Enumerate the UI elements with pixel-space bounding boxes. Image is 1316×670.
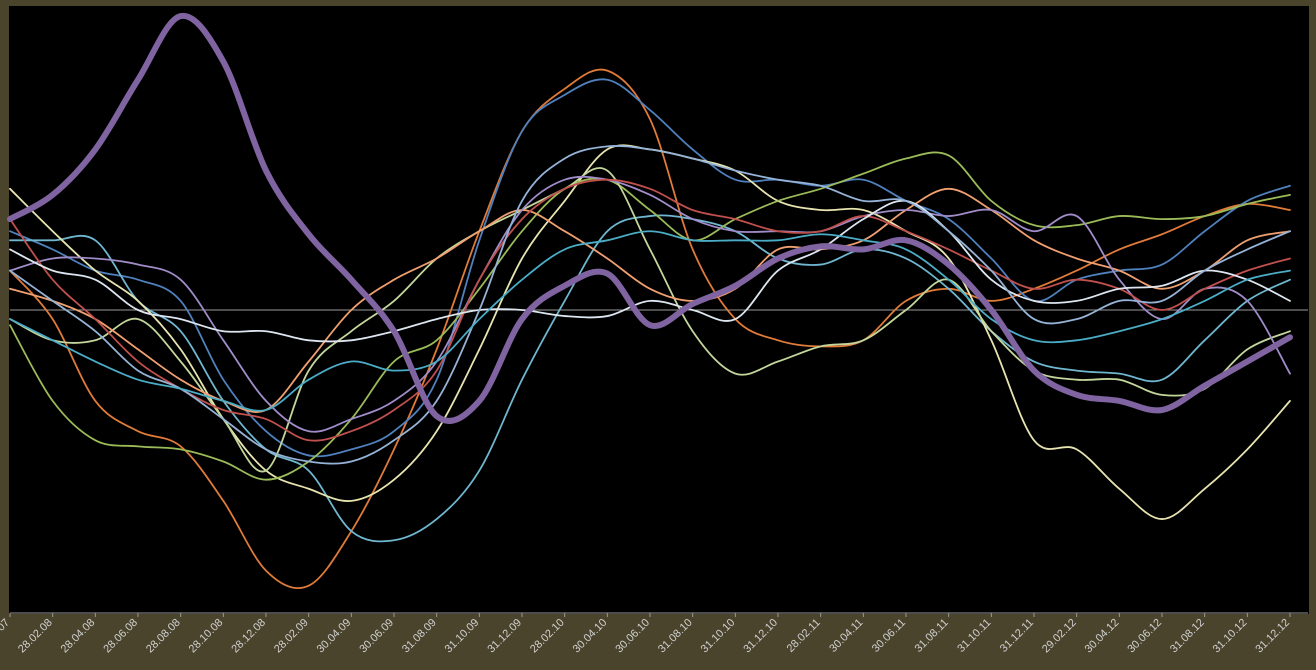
x-tick-label: 31.08.12 <box>1168 617 1207 656</box>
x-tick-label: 31.12.10 <box>741 617 780 656</box>
series-line <box>7 13 1293 424</box>
series-line <box>9 230 1291 412</box>
x-tick-label: 31.10.09 <box>443 617 482 656</box>
x-tick-label: 28.08.08 <box>144 617 183 656</box>
x-tick-label: 30.04.10 <box>571 617 610 656</box>
x-tick-label: 28.02.08 <box>16 617 55 656</box>
x-tick-label: 28.02.10 <box>528 617 567 656</box>
x-tick-label: 28.02.11 <box>785 617 823 655</box>
series-line <box>9 199 1291 343</box>
x-tick-label: 31.12.12 <box>1253 617 1292 656</box>
x-tick-label: 28.06.08 <box>101 617 140 656</box>
series-line <box>9 178 1291 442</box>
series-line <box>9 68 1291 590</box>
x-tick-label: 28.10.08 <box>187 617 226 656</box>
x-tick-label: 29.02.12 <box>1040 617 1079 656</box>
x-tick-label: 07 <box>0 617 12 634</box>
series-line <box>9 145 1291 465</box>
x-tick-label: 31.10.11 <box>955 617 993 655</box>
x-tick-label: 31.12.09 <box>485 617 524 656</box>
x-tick-label: 30.06.10 <box>613 617 652 656</box>
x-tick-label: 28.02.09 <box>272 617 311 656</box>
x-tick-label: 31.10.10 <box>699 617 738 656</box>
x-tick-label: 30.06.11 <box>870 617 908 655</box>
series-line <box>9 78 1291 458</box>
x-tick-label: 30.06.09 <box>357 617 396 656</box>
x-tick-label: 30.06.12 <box>1125 617 1164 656</box>
x-tick-label: 28.12.08 <box>229 617 268 656</box>
x-tick-label: 31.12.11 <box>998 617 1036 655</box>
x-tick-label: 30.04.09 <box>315 617 354 656</box>
x-tick-label: 31.10.12 <box>1211 617 1250 656</box>
x-tick-label: 30.04.11 <box>827 617 865 655</box>
series-line <box>9 151 1291 481</box>
series-line <box>9 175 1291 433</box>
x-tick-label: 30.04.12 <box>1083 617 1122 656</box>
x-tick-label: 31.08.09 <box>400 617 439 656</box>
x-tick-label: 28.04.08 <box>59 617 98 656</box>
x-tick-label: 31.08.10 <box>656 617 695 656</box>
x-tick-label: 31.08.11 <box>913 617 951 655</box>
